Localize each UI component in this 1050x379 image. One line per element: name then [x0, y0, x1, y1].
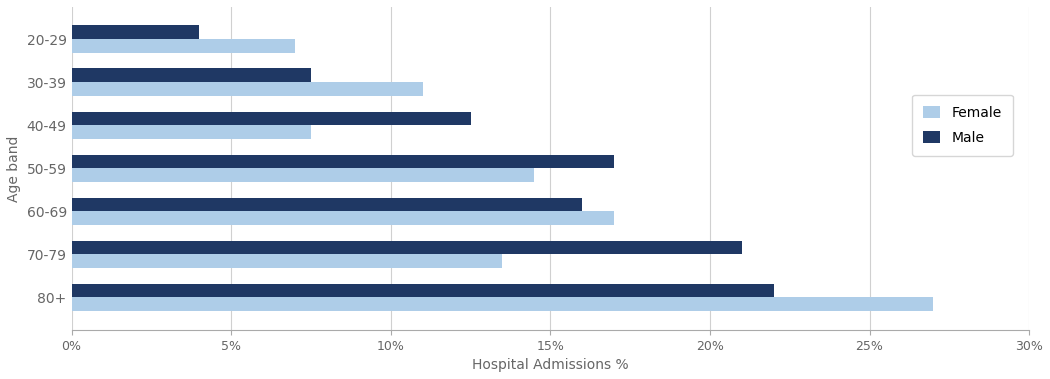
Bar [71, 254, 503, 268]
Bar [71, 298, 933, 311]
Bar [71, 39, 295, 53]
Bar [71, 284, 774, 298]
Bar [71, 111, 470, 125]
X-axis label: Hospital Admissions %: Hospital Admissions % [472, 358, 629, 372]
Bar [71, 155, 614, 168]
Bar [71, 69, 311, 82]
Legend: Female, Male: Female, Male [912, 95, 1012, 156]
Bar [71, 197, 583, 211]
Y-axis label: Age band: Age band [7, 135, 21, 202]
Bar [71, 82, 423, 96]
Bar [71, 25, 200, 39]
Bar [71, 211, 614, 225]
Bar [71, 168, 534, 182]
Bar [71, 125, 311, 139]
Bar [71, 241, 742, 254]
